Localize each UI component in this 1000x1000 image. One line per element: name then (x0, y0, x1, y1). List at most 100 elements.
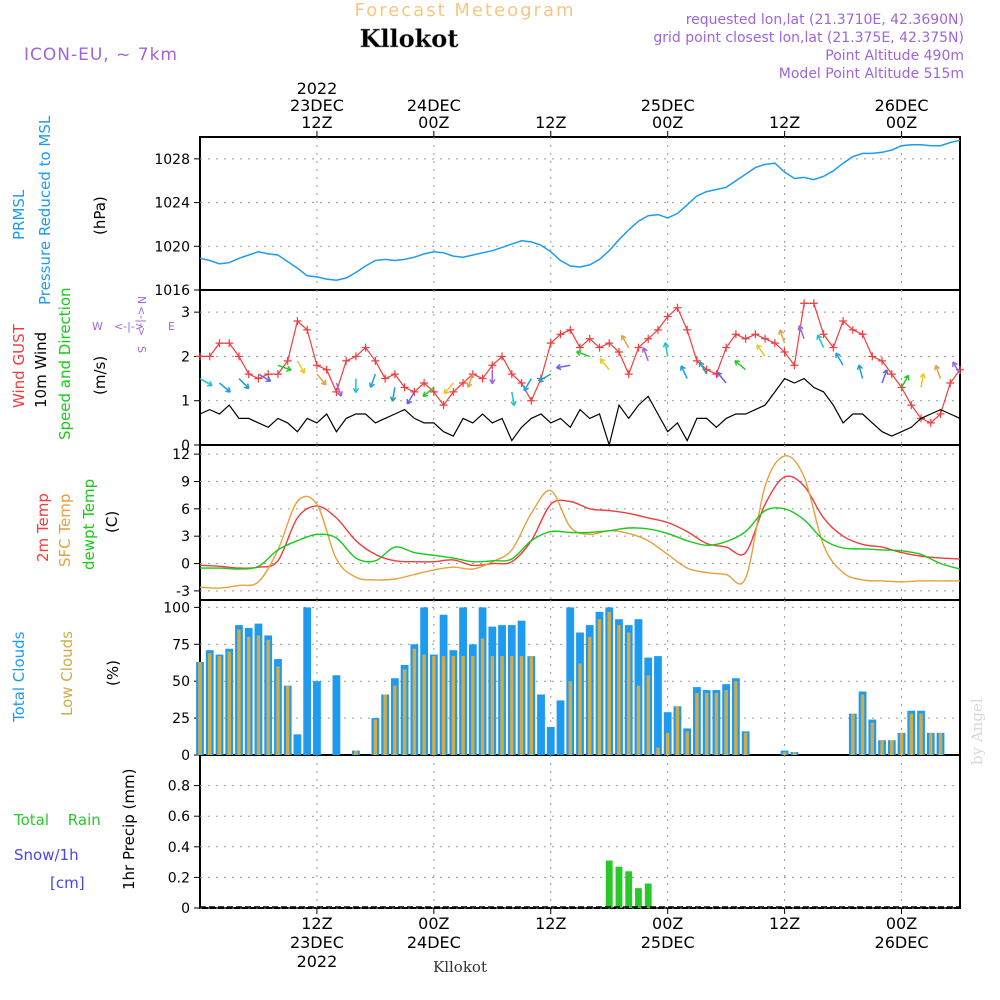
low-clouds-bar (198, 662, 202, 755)
wind-gust-marker (897, 383, 906, 392)
wind-arrow-head (286, 365, 292, 372)
total-clouds-bar (546, 726, 555, 755)
wind-gust-marker (225, 339, 234, 348)
wind-direction-arrow (219, 382, 231, 393)
compass-east: E (168, 320, 175, 333)
wind-direction-arrow (599, 358, 610, 371)
low-clouds-bar (247, 636, 251, 755)
low-clouds-bar (354, 750, 358, 755)
wind-arrow-head (406, 398, 413, 405)
total-clouds-bar (654, 656, 662, 755)
wind-gust-marker (751, 330, 760, 339)
bottom-time-label: 23DEC (290, 933, 344, 952)
wind-direction-arrow (467, 373, 474, 388)
precip-unit: 1hr Precip (mm) (120, 769, 138, 890)
bottom-time-label: 12Z (769, 914, 800, 933)
low-clouds-bar (782, 752, 787, 755)
y-tick-label: 1 (181, 394, 190, 410)
compass-north: N (135, 296, 148, 304)
wind-gust-marker (566, 325, 575, 334)
wind-gust-marker (546, 339, 555, 348)
wind-gust-marker (478, 374, 487, 383)
wind-gust-marker (196, 352, 204, 361)
compass-arrow-h: <-|-> (114, 320, 144, 333)
low-clouds-bar (510, 656, 514, 755)
wind-arrow-head (856, 364, 864, 371)
wind-gust-marker (770, 339, 779, 348)
wind-direction-arrow (238, 378, 250, 390)
wind-arrow-head (225, 387, 231, 393)
low-clouds-bar (285, 685, 290, 755)
wind-arrow-head (368, 382, 375, 388)
bottom-time-label: 24DEC (407, 933, 461, 952)
wind-arrow-head (679, 365, 686, 371)
wind10-label: 10m Wind (32, 332, 50, 408)
rain-bar (644, 883, 652, 908)
wind-gust-marker (800, 299, 809, 308)
wind-arrow-head (523, 385, 530, 392)
wind-gust-marker (780, 348, 789, 356)
low-clouds-bar (890, 740, 894, 755)
top-time-label: 12Z (301, 113, 332, 132)
top-time-label: 24DEC (407, 96, 461, 115)
wind-gust-marker (829, 343, 838, 352)
wind-direction-arrow (406, 391, 416, 405)
low-clouds-bar (588, 636, 592, 755)
bottom-time-label: 26DEC (875, 933, 929, 952)
wind-gust-marker (234, 352, 243, 361)
top-time-label: 12Z (769, 113, 800, 132)
wind-gust-marker (439, 401, 448, 410)
wind-arrow-head (816, 334, 823, 340)
total-clouds-bar (303, 607, 312, 755)
wind-gust-marker (468, 370, 477, 379)
sfc-temp-line (199, 455, 960, 589)
requested-coords: requested lon,lat (21.3710E, 42.3690N) (686, 12, 964, 28)
low-clouds-bar (227, 651, 231, 755)
bottom-time-label: 2022 (297, 952, 338, 971)
wind-gust-marker (809, 299, 818, 308)
rain-bar (635, 888, 642, 908)
low-clouds-label: Low Clouds (58, 631, 76, 716)
wind-gust-label: Wind GUST (10, 323, 28, 408)
wind-arrow-head (882, 369, 889, 375)
dewpt-line (199, 507, 961, 570)
top-time-label: 12Z (535, 113, 566, 132)
low-clouds-bar (432, 656, 436, 755)
y-tick-label: 0 (181, 438, 190, 454)
wind-gust-marker (673, 303, 682, 312)
wind-gust-marker (741, 334, 750, 343)
low-clouds-bar (276, 666, 280, 755)
wind-arrow-head (620, 334, 627, 341)
watermark: by Angel (968, 698, 986, 765)
wind-speed-label: Speed and Direction (56, 287, 74, 440)
meteogram-title: Forecast Meteogram (354, 0, 575, 21)
low-clouds-bar (441, 656, 446, 755)
total-clouds-bar (537, 694, 545, 755)
wind-direction-arrow (858, 364, 864, 379)
wind-direction-arrow (258, 373, 271, 382)
low-clouds-bar (656, 747, 660, 755)
low-clouds-bar (909, 713, 913, 755)
precip-panel: 0 0.2 0.4 0.6 0.8 (168, 754, 961, 917)
wind-arrow-head (207, 380, 213, 387)
y-tick-label: 0.2 (168, 870, 190, 886)
wind-arrow-head (466, 382, 473, 388)
location-title: Kllokot (360, 24, 459, 53)
y-tick-label: 0 (181, 748, 190, 764)
wind-gust-marker (293, 317, 302, 325)
low-clouds-bar (704, 693, 709, 755)
footer-location: Kllokot (433, 958, 487, 976)
wind-direction-arrow (816, 334, 825, 348)
wind-gust-marker (488, 361, 497, 370)
low-clouds-bar (919, 713, 923, 755)
low-clouds-bar (685, 731, 689, 755)
y-tick-label: 3 (181, 529, 190, 545)
low-clouds-bar (412, 648, 417, 755)
wind-gust-marker (653, 325, 662, 334)
y-tick-label: 0.6 (168, 809, 190, 825)
wind-direction-arrow (369, 373, 377, 388)
total-clouds-label: Total Clouds (10, 631, 28, 723)
wind-direction-arrow (699, 361, 708, 375)
wind-arrow-head (797, 324, 804, 331)
